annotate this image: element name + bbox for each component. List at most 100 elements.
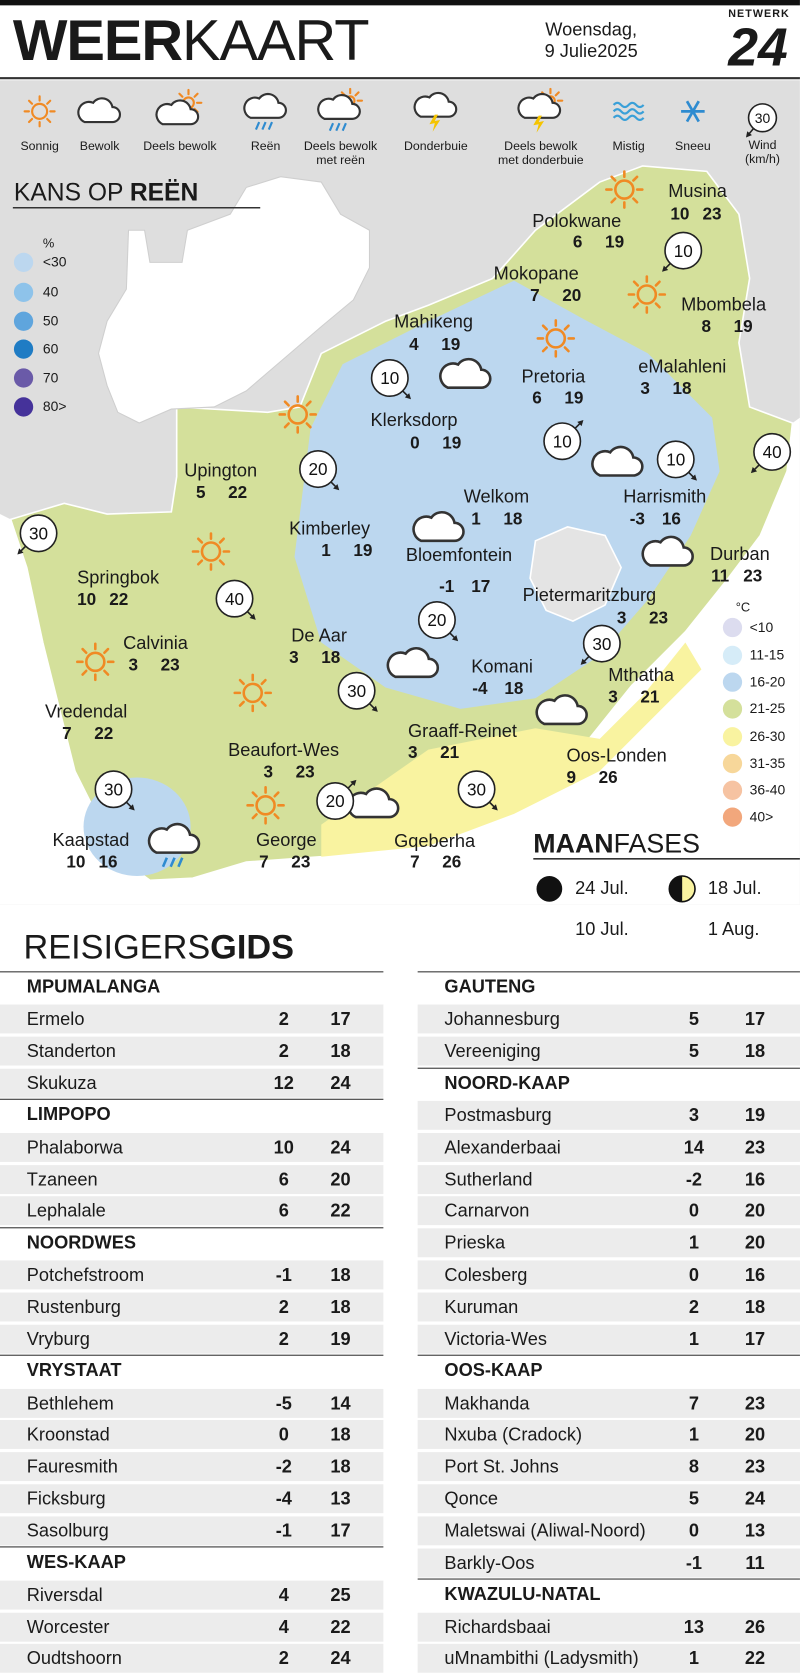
city-temps: 1 18 [471, 511, 522, 530]
guide-min: -1 [275, 1520, 292, 1541]
city-max: 23 [295, 763, 315, 782]
region-name: NOORD-KAAP [444, 1072, 570, 1093]
icon-part [169, 857, 176, 868]
weather-icon [591, 445, 644, 477]
inset-map [97, 176, 370, 424]
icon-part [386, 647, 440, 679]
guide-max: 24 [330, 1648, 351, 1669]
city-name: Springbok [77, 567, 160, 588]
moon-title-light: FASES [613, 828, 700, 859]
icon-part [261, 121, 267, 131]
wind-arrowhead [745, 131, 752, 138]
city-min: 3 [128, 656, 139, 675]
moon-title-bold: MAAN [533, 828, 614, 859]
city-max: 18 [503, 510, 523, 530]
city-max: 19 [442, 434, 462, 453]
guide-title-light: REISIGERS [23, 927, 211, 966]
city-min: -4 [472, 680, 488, 699]
city-name: Komani [471, 656, 533, 677]
icon-part [614, 179, 635, 200]
guide-max: 20 [744, 1200, 766, 1222]
brand: WEERKAART [13, 8, 370, 73]
icon-part [341, 122, 347, 132]
temp-level: 40> [749, 808, 774, 825]
region-name: NOORDWES [26, 1232, 137, 1253]
ocean [0, 417, 800, 905]
guide-city: Bethlehem [26, 1392, 114, 1414]
wind-speed: 40 [763, 442, 782, 462]
icon-part [305, 400, 312, 407]
guide-min: 10 [273, 1137, 294, 1158]
city-row: uMnambithi (Ladysmith) 1 22 [417, 1644, 800, 1674]
city-min: 1 [321, 541, 331, 561]
temp-level: 11-15 [749, 646, 785, 663]
icon-part [283, 400, 290, 407]
wind-arrowhead [580, 658, 587, 665]
icon-part [610, 197, 617, 204]
city-row: Ermelo 2 17 [0, 1004, 384, 1034]
city-row: Johannesburg 5 17 [417, 1004, 800, 1034]
icon-part [541, 324, 548, 331]
city-row: Rustenburg 2 18 [0, 1292, 384, 1322]
weather-icon [155, 88, 203, 126]
rain-level: 70 [42, 369, 59, 386]
guide-max: 18 [330, 1041, 351, 1062]
guide-min: 4 [278, 1616, 289, 1637]
moon-date: 24 Jul. [575, 878, 629, 899]
region-name: GAUTENG [444, 976, 536, 998]
city-temps: 3 23 [129, 656, 180, 675]
region-row: OOS-KAAP [417, 1354, 800, 1384]
city-temps: 5 22 [196, 484, 247, 503]
city-row: Barkly-Oos -1 11 [417, 1548, 800, 1578]
brand-light: KAART [182, 8, 369, 73]
icon-part [85, 651, 106, 673]
city-row: Kuruman 2 18 [417, 1292, 800, 1322]
icon-part [283, 422, 290, 429]
city-max: 23 [291, 853, 311, 872]
city-row: Lephalale 6 22 [0, 1196, 384, 1226]
region-row: LIMPOPO [0, 1099, 384, 1128]
city-min: 6 [532, 389, 542, 409]
icon-part [632, 197, 639, 204]
icon-part [155, 99, 200, 126]
city-min: 9 [566, 768, 577, 788]
guide-max: 23 [744, 1456, 766, 1478]
city-min: -3 [629, 510, 645, 530]
guide-city: Victoria-Wes [444, 1328, 547, 1350]
guide-min: 1 [688, 1328, 700, 1350]
city-row: Fauresmith -2 18 [0, 1452, 384, 1482]
temp-unit: °C [735, 599, 751, 615]
city-temps: 3 21 [408, 744, 459, 763]
lesotho [529, 526, 623, 623]
rain-title: KANS OP REËN [14, 178, 198, 207]
guide-city: Prieska [444, 1232, 506, 1254]
icon-part [429, 114, 441, 132]
moon [536, 875, 563, 902]
icon-part [612, 114, 645, 122]
city-temps: 7 26 [410, 854, 461, 873]
guide-city: Riversdal [26, 1584, 103, 1605]
city-row: Alexanderbaai 14 23 [417, 1132, 800, 1162]
city-row: Tzaneen 6 20 [0, 1164, 384, 1194]
weather-icon [605, 170, 644, 209]
guide-min: -2 [685, 1168, 703, 1190]
moon-date: 10 Jul. [575, 918, 629, 940]
region-name: WES-KAAP [26, 1552, 126, 1573]
guide-min: 2 [278, 1296, 289, 1318]
guide-min: 3 [688, 1105, 700, 1126]
rain-title-light: KANS OP [13, 177, 123, 206]
icon-part [305, 422, 312, 429]
wind-arrowhead [350, 779, 357, 786]
icon-part [554, 91, 560, 97]
wind-arrowhead [333, 484, 340, 491]
wind-marker [19, 514, 58, 553]
wind-speed: 10 [674, 241, 693, 261]
wind-marker [582, 624, 621, 663]
guide-max: 11 [745, 1552, 765, 1573]
wind-marker [94, 770, 133, 809]
guide-max: 22 [330, 1200, 351, 1222]
guide-city: Carnarvon [444, 1200, 530, 1222]
icon-part [273, 791, 280, 798]
weather-icon [439, 357, 492, 389]
top-bar [0, 0, 800, 6]
